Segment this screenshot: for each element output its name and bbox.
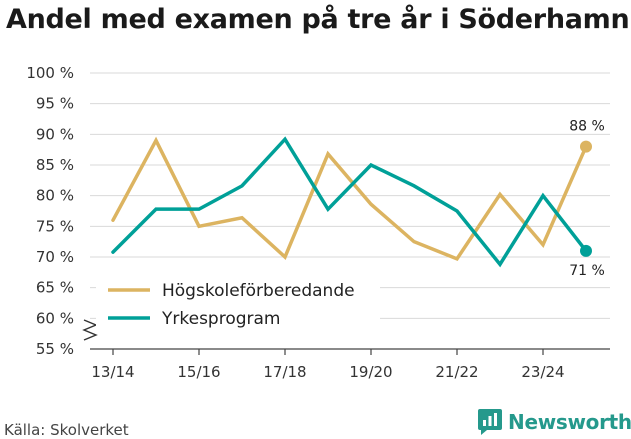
x-tick-label: 21/22 (435, 363, 478, 381)
y-tick-label: 100 % (26, 64, 74, 82)
series-end-marker (580, 140, 592, 153)
series-end-label: 71 % (569, 263, 605, 279)
axis-break-icon (82, 319, 98, 341)
series-lines: 88 % 71 % (111, 119, 605, 279)
x-tick-label: 17/18 (263, 363, 306, 381)
newsworthy-icon (478, 409, 502, 435)
x-tick-label: 23/24 (521, 363, 564, 381)
line-chart: 55 % 60 % 65 % 70 % 75 % 80 % 85 % 90 % 95 % 100 … (26, 64, 610, 381)
x-tick-label: 13/14 (91, 363, 134, 381)
legend-label: Högskoleförberedande (162, 281, 355, 301)
y-axis-ticks: 55 % 60 % 65 % 70 % 75 % 80 % 85 % 90 % 95 % 100 … (26, 64, 74, 358)
series-line-2 (111, 136, 588, 268)
newsworthy-logo: Newsworthy (477, 408, 631, 436)
legend-label: Yrkesprogram (161, 309, 281, 329)
legend-box (96, 275, 380, 333)
series-line-1 (111, 136, 588, 261)
x-tick-label: 19/20 (349, 363, 392, 381)
y-tick-label: 70 % (36, 248, 74, 266)
y-tick-label: 80 % (36, 187, 74, 205)
y-tick-label: 60 % (36, 309, 74, 327)
brand-name: Newsworthy (508, 410, 631, 434)
y-tick-label: 90 % (36, 125, 74, 143)
y-tick-label: 55 % (36, 340, 74, 358)
y-tick-label: 65 % (36, 279, 74, 297)
y-tick-label: 95 % (36, 95, 74, 113)
legend: Högskoleförberedande Yrkesprogram (96, 275, 380, 333)
y-tick-label: 85 % (36, 156, 74, 174)
series-end-label: 88 % (569, 119, 605, 135)
x-tick-label: 15/16 (177, 363, 220, 381)
x-axis: 13/14 15/16 17/18 19/20 21/22 23/24 (82, 319, 610, 381)
series-end-marker (580, 244, 592, 257)
chart-title: Andel med examen på tre år i Söderhamn (6, 4, 630, 35)
y-tick-label: 75 % (36, 217, 74, 235)
source-text: Källa: Skolverket (4, 421, 129, 439)
